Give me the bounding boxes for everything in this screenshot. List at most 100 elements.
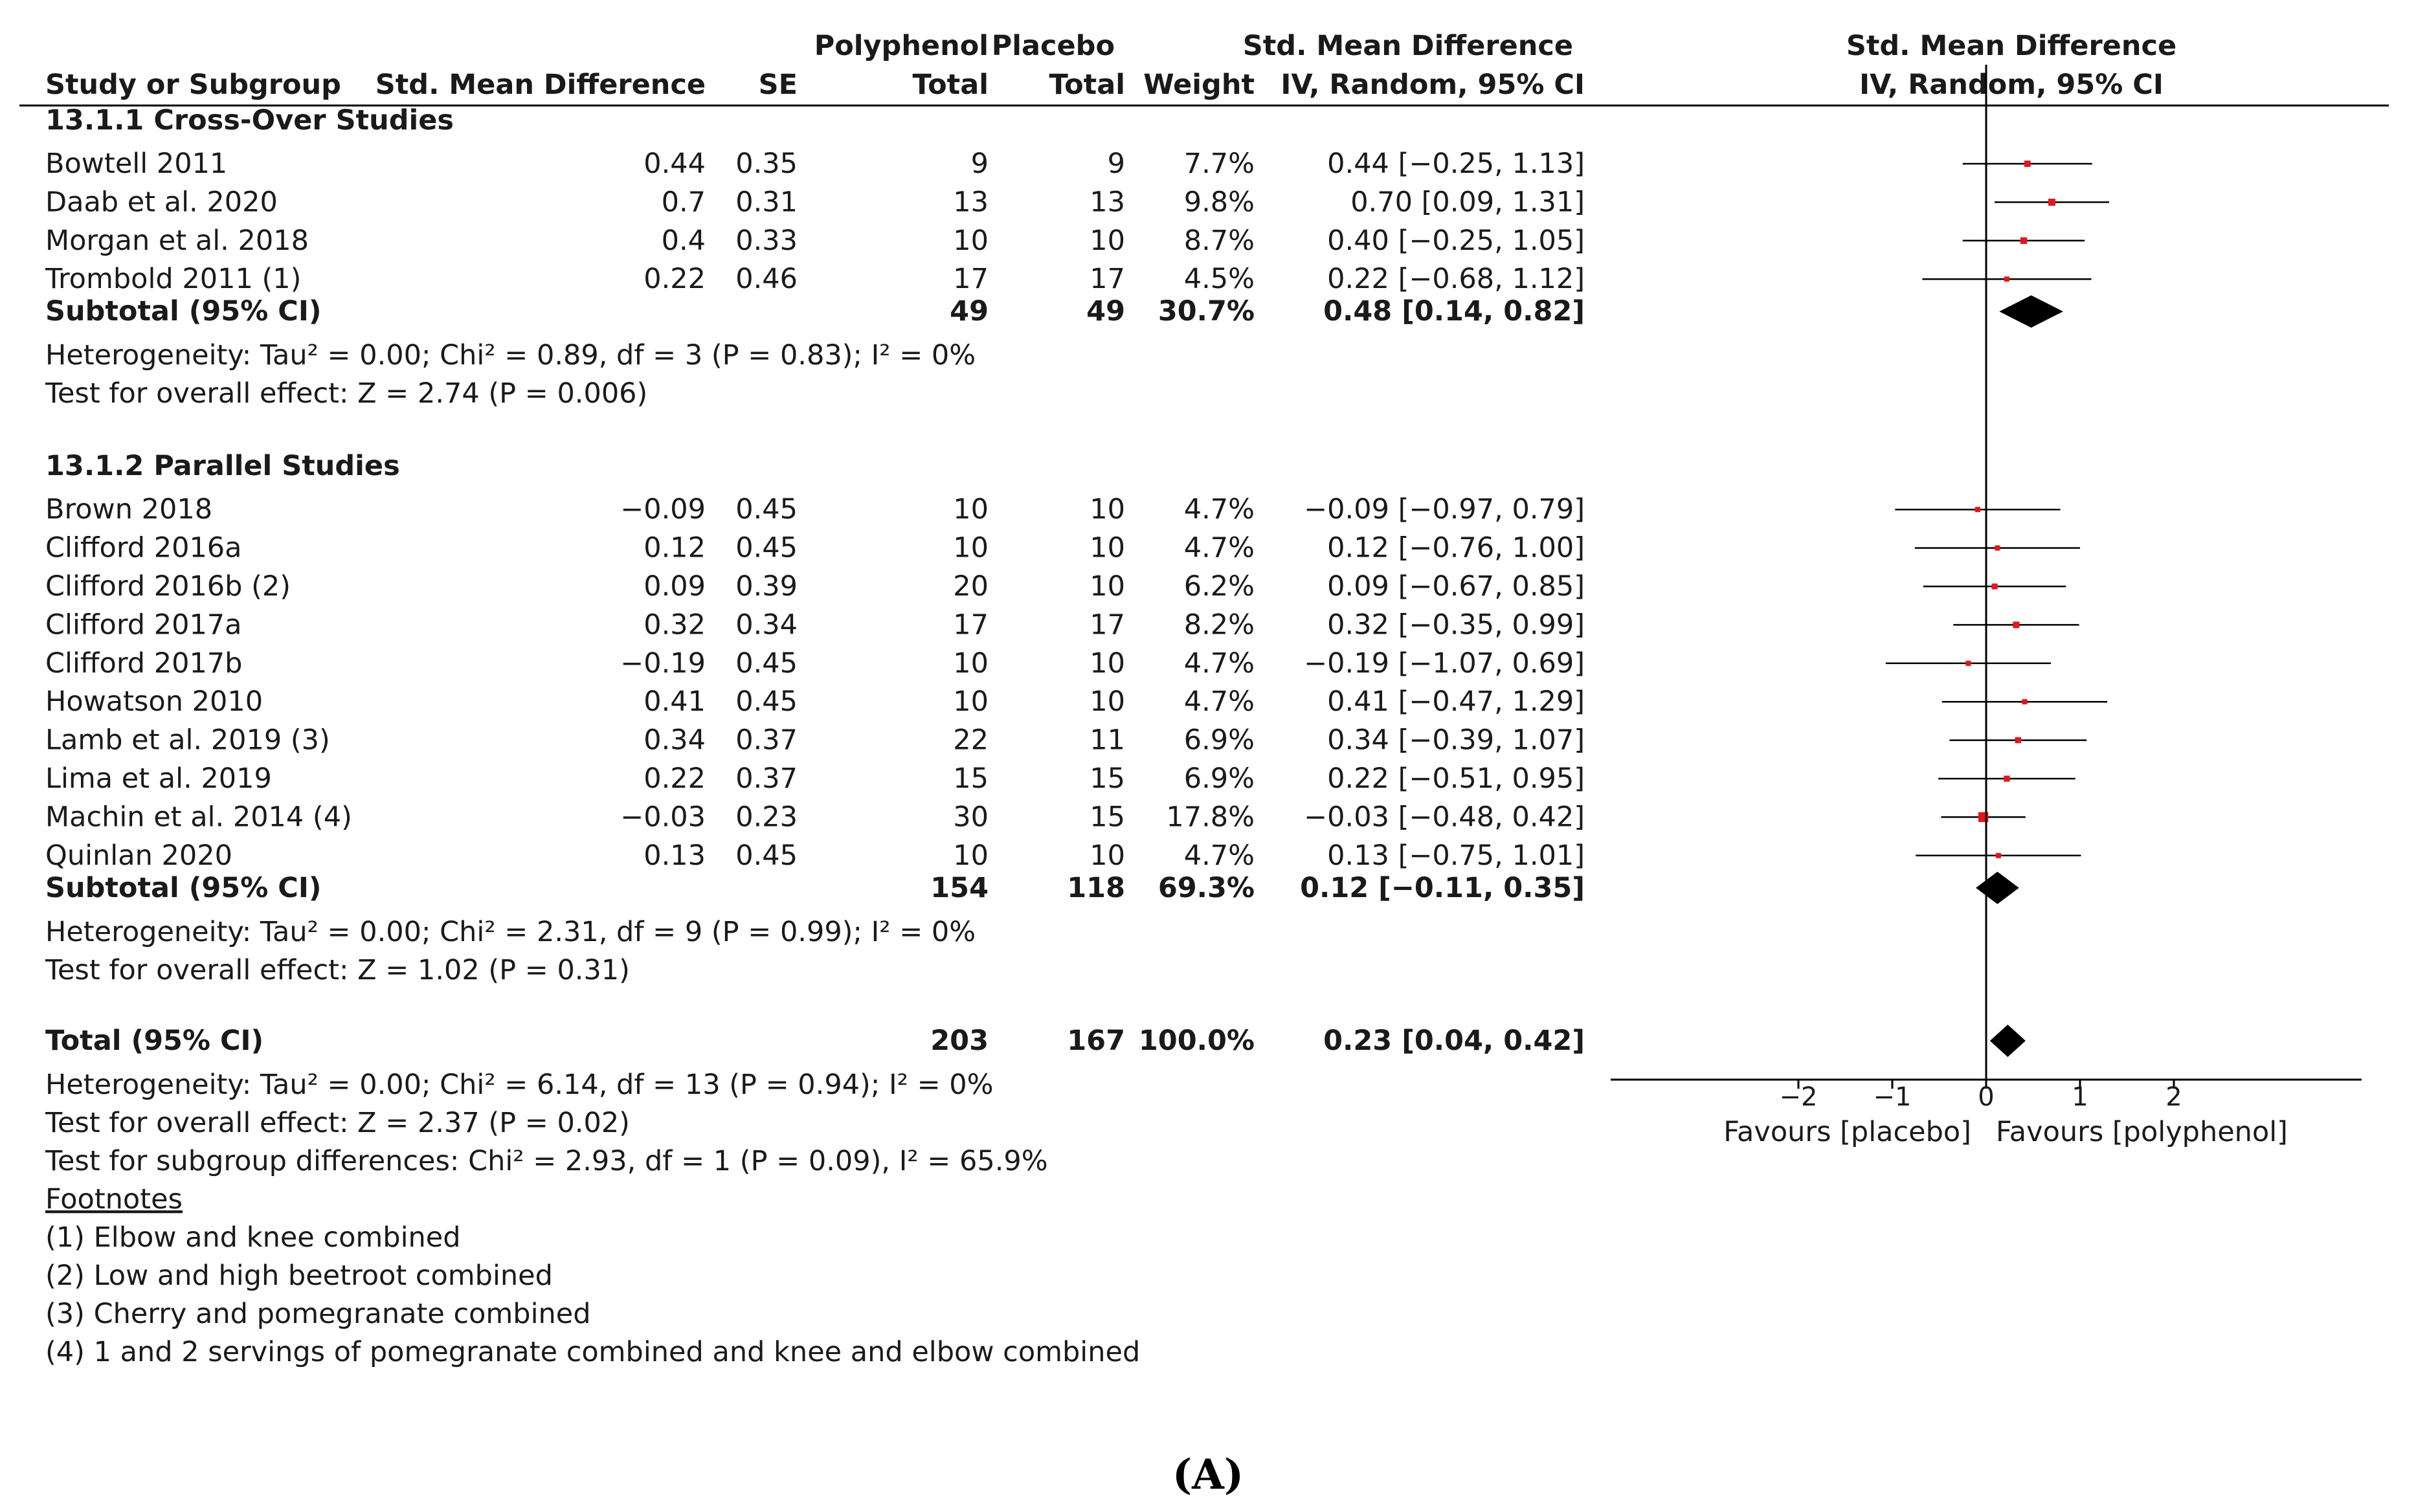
- study-row-2-8-polyphenol-n: 15: [953, 762, 989, 795]
- header-placebo: Placebo: [992, 30, 1115, 62]
- study-row-2-10-weight: 4.7%: [1184, 839, 1255, 872]
- study-row-2-7-placebo-n: 11: [1090, 724, 1125, 757]
- footnote-2: (2) Low and high beetroot combined: [45, 1260, 553, 1292]
- header-plot-top: Std. Mean Difference: [1846, 30, 2176, 62]
- study-row-2-1-ci: −0.09 [−0.97, 0.79]: [1304, 493, 1585, 526]
- study-row-2-10-polyphenol-n: 10: [953, 839, 989, 872]
- study-row-2-9-label: Machin et al. 2014 (4): [45, 801, 352, 833]
- total-placebo-n: 167: [1067, 1025, 1125, 1057]
- study-row-2-2-smd: 0.12: [643, 532, 706, 564]
- study-row-2-4-smd: 0.32: [643, 608, 706, 641]
- study-row-2-3-weight: 6.2%: [1184, 570, 1255, 603]
- subgroup-2-title: 13.1.2 Parallel Studies: [45, 450, 400, 482]
- subgroup-2-overall-effect: Test for overall effect: Z = 1.02 (P = 0…: [45, 954, 630, 986]
- subgroup-1-subtotal-polyphenol-n: 49: [950, 295, 989, 328]
- footnote-3: (3) Cherry and pomegranate combined: [45, 1298, 591, 1330]
- study-row-1-3-weight: 8.7%: [1184, 225, 1255, 257]
- study-row-2-9-placebo-n: 15: [1090, 801, 1125, 833]
- study-row-2-8-se: 0.37: [735, 762, 798, 795]
- study-row-2-5-ci: −0.19 [−1.07, 0.69]: [1304, 647, 1585, 680]
- study-row-2-6-placebo-n: 10: [1090, 685, 1125, 718]
- subgroup-differences: Test for subgroup differences: Chi² = 2.…: [45, 1145, 1048, 1177]
- study-row-2-9-weight: 17.8%: [1166, 801, 1255, 833]
- study-row-2-6-label: Howatson 2010: [45, 685, 263, 718]
- subgroup-1-subtotal-label: Subtotal (95% CI): [45, 295, 322, 328]
- subgroup-2-subtotal-ci: 0.12 [−0.11, 0.35]: [1300, 872, 1585, 904]
- study-row-1-2-se: 0.31: [735, 186, 798, 218]
- footnote-4: (4) 1 and 2 servings of pomegranate comb…: [45, 1336, 1140, 1368]
- header-smd: Std. Mean Difference: [375, 69, 706, 101]
- study-row-1-3-placebo-n: 10: [1090, 225, 1125, 257]
- footnotes-title: Footnotes: [45, 1183, 183, 1216]
- subgroup-1-title: 13.1.1 Cross-Over Studies: [45, 104, 454, 137]
- total-label: Total (95% CI): [45, 1025, 263, 1057]
- study-row-2-7-smd: 0.34: [643, 724, 706, 757]
- study-row-2-4-polyphenol-n: 17: [953, 608, 989, 641]
- figure-caption: (A): [1172, 1451, 1244, 1499]
- favours-polyphenol-label: Favours [polyphenol]: [1996, 1116, 2288, 1148]
- study-row-2-5-smd: −0.19: [620, 647, 706, 680]
- study-row-2-2-weight: 4.7%: [1184, 532, 1255, 564]
- study-row-2-6-weight: 4.7%: [1184, 685, 1255, 718]
- header-placebo-total: Total: [1049, 69, 1125, 101]
- study-row-1-1-smd: 0.44: [643, 148, 706, 180]
- study-row-2-4-marker: [2013, 621, 2020, 628]
- study-row-1-2-smd: 0.7: [662, 186, 706, 218]
- study-row-2-3-label: Clifford 2016b (2): [45, 570, 291, 603]
- study-row-2-2-placebo-n: 10: [1090, 532, 1125, 564]
- study-row-2-4-placebo-n: 17: [1090, 608, 1125, 641]
- header-weight: Weight: [1143, 69, 1255, 101]
- study-row-2-5-marker: [1965, 660, 1971, 666]
- study-row-2-4-weight: 8.2%: [1184, 608, 1255, 641]
- study-row-2-4-label: Clifford 2017a: [45, 608, 242, 641]
- study-row-2-1-marker: [1974, 507, 1981, 513]
- subgroup-1-subtotal-weight: 30.7%: [1158, 295, 1255, 328]
- study-row-1-2-weight: 9.8%: [1184, 186, 1255, 218]
- study-row-2-8-placebo-n: 15: [1090, 762, 1125, 795]
- study-row-2-7-label: Lamb et al. 2019 (3): [45, 724, 330, 757]
- study-row-2-7-ci: 0.34 [−0.39, 1.07]: [1327, 724, 1585, 757]
- study-row-1-4-weight: 4.5%: [1184, 263, 1255, 295]
- subgroup-1-subtotal-ci: 0.48 [0.14, 0.82]: [1323, 295, 1585, 328]
- subgroup-2-heterogeneity: Heterogeneity: Tau² = 0.00; Chi² = 2.31,…: [45, 916, 976, 948]
- study-row-2-4-se: 0.34: [735, 608, 798, 641]
- study-row-2-9-ci: −0.03 [−0.48, 0.42]: [1304, 801, 1585, 833]
- study-row-2-3-ci: 0.09 [−0.67, 0.85]: [1327, 570, 1585, 603]
- study-row-1-1-ci: 0.44 [−0.25, 1.13]: [1327, 148, 1585, 180]
- study-row-2-4-ci: 0.32 [−0.35, 0.99]: [1327, 608, 1585, 641]
- study-row-2-2-marker: [1995, 545, 2000, 551]
- study-row-1-4-ci: 0.22 [−0.68, 1.12]: [1327, 263, 1585, 295]
- study-row-2-2-polyphenol-n: 10: [953, 532, 989, 564]
- study-row-1-4-polyphenol-n: 17: [953, 263, 989, 295]
- study-row-1-2-placebo-n: 13: [1090, 186, 1125, 218]
- subgroup-1-heterogeneity: Heterogeneity: Tau² = 0.00; Chi² = 0.89,…: [45, 339, 976, 372]
- header-ci: IV, Random, 95% CI: [1281, 69, 1585, 101]
- total-weight: 100.0%: [1139, 1025, 1255, 1057]
- study-row-1-3-se: 0.33: [735, 225, 798, 257]
- study-row-2-8-weight: 6.9%: [1184, 762, 1255, 795]
- study-row-2-5-placebo-n: 10: [1090, 647, 1125, 680]
- total-polyphenol-n: 203: [930, 1025, 989, 1057]
- x-tick-label: 2: [2165, 1082, 2182, 1112]
- study-row-2-1-se: 0.45: [735, 493, 798, 526]
- study-row-1-1-placebo-n: 9: [1108, 148, 1125, 180]
- study-row-2-2-se: 0.45: [735, 532, 798, 564]
- study-row-2-10-smd: 0.13: [643, 839, 706, 872]
- study-row-2-1-label: Brown 2018: [45, 493, 212, 526]
- study-row-2-8-ci: 0.22 [−0.51, 0.95]: [1327, 762, 1585, 795]
- study-row-1-2-label: Daab et al. 2020: [45, 186, 278, 218]
- study-row-2-2-ci: 0.12 [−0.76, 1.00]: [1327, 532, 1585, 564]
- study-row-1-3-ci: 0.40 [−0.25, 1.05]: [1327, 225, 1585, 257]
- study-row-2-8-smd: 0.22: [643, 762, 706, 795]
- study-row-2-10-label: Quinlan 2020: [45, 839, 232, 872]
- study-row-2-1-polyphenol-n: 10: [953, 493, 989, 526]
- subgroup-1-overall-effect: Test for overall effect: Z = 2.74 (P = 0…: [45, 377, 647, 410]
- subgroup-1-subtotal-placebo-n: 49: [1086, 295, 1125, 328]
- study-row-2-10-se: 0.45: [735, 839, 798, 872]
- study-row-1-1-weight: 7.7%: [1184, 148, 1255, 180]
- study-row-2-3-marker: [1991, 583, 1998, 590]
- study-row-1-2-polyphenol-n: 13: [953, 186, 989, 218]
- header-plot-bottom: IV, Random, 95% CI: [1859, 69, 2164, 101]
- study-row-1-1-marker: [2024, 161, 2031, 167]
- total-ci: 0.23 [0.04, 0.42]: [1323, 1025, 1585, 1057]
